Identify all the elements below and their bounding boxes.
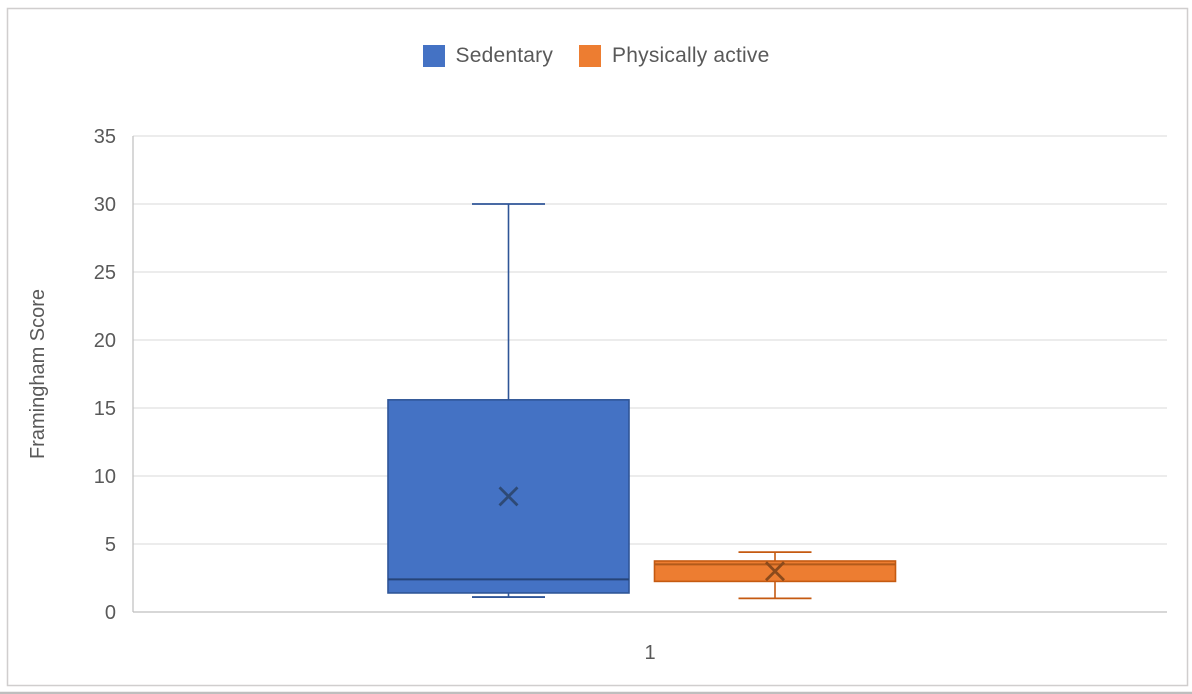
y-tick-label: 5 [105, 534, 116, 556]
y-tick-label: 10 [94, 466, 116, 488]
y-tick-label: 35 [94, 126, 116, 148]
chart-frame-border [6, 7, 1189, 687]
physically-active-mean-marker [765, 561, 785, 582]
y-tick-label: 30 [94, 194, 116, 216]
x-tick-label: 1 [644, 642, 655, 664]
y-tick-label: 25 [94, 262, 116, 284]
sedentary-mean-marker [498, 486, 519, 507]
y-tick-label: 15 [94, 398, 116, 420]
y-tick-label: 0 [105, 602, 116, 624]
y-axis-title: Framingham Score [27, 289, 49, 459]
y-tick-label: 20 [94, 330, 116, 352]
